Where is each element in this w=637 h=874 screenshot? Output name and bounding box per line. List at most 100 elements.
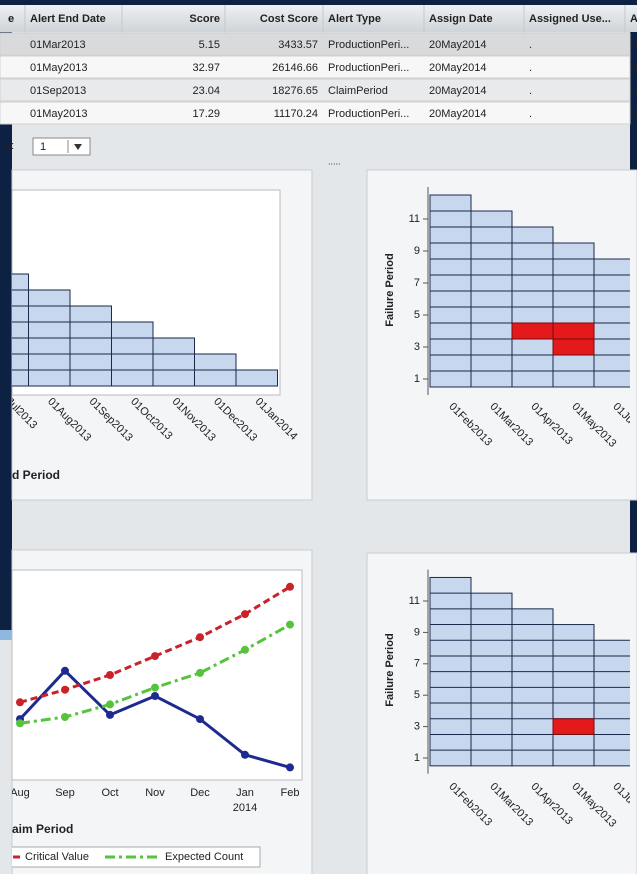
point (16, 698, 24, 707)
x-tick-label: Aug (10, 787, 30, 799)
point (286, 763, 294, 772)
table-cell: 20May2014 (429, 39, 487, 51)
chart: Aug Sep Oct Nov Dec Jan 2014 Feb aim Period Criti… (10, 582, 300, 868)
left-accent (0, 630, 12, 640)
table-cell: . (529, 39, 532, 51)
table-cell: ProductionPeri... (328, 39, 409, 51)
column-header: Alert Type (328, 13, 381, 25)
top-frame (0, 0, 637, 5)
table-cell: 20May2014 (429, 108, 487, 120)
table-cell: U (630, 39, 637, 51)
chart: Jul2013 01Aug201301Sep201301Oct201301Nov2… (12, 273, 300, 482)
y-tick-label: 11 (409, 595, 420, 607)
bar (152, 337, 195, 387)
table-cell: ProductionPeri... (328, 108, 409, 120)
highlight-cell (552, 322, 595, 340)
table-cell: 26146.66 (272, 62, 318, 74)
x-tick-label: Sep (55, 787, 75, 799)
point (241, 645, 249, 654)
table-cell: 23.04 (192, 85, 220, 97)
table-cell: 01May2013 (30, 108, 88, 120)
table-cell: U (630, 85, 637, 97)
table-row[interactable] (0, 78, 631, 102)
bar (69, 305, 112, 387)
highlight-cell (511, 322, 554, 340)
x-tick-label: Feb (281, 787, 300, 799)
y-tick-label: 9 (414, 626, 420, 638)
table-cell: 17.29 (192, 108, 220, 120)
point (241, 610, 249, 619)
highlight-cell (552, 338, 595, 356)
splitter-dots[interactable]: ..... (328, 156, 341, 166)
point (106, 671, 114, 679)
y-tick-label: 1 (414, 752, 420, 764)
highlight-cell (552, 718, 595, 735)
x-tick-label: Dec (190, 787, 210, 799)
table-cell: ProductionPeri... (328, 62, 409, 74)
column (552, 242, 595, 388)
point (196, 633, 204, 642)
legend-label: Expected Count (165, 851, 243, 863)
column-header: Assign Date (429, 13, 493, 25)
x-tick-label: Oct (101, 787, 118, 799)
column-header: Score (189, 13, 220, 25)
y-tick-label: 11 (409, 213, 420, 225)
column-header: Alert End Date (30, 13, 106, 25)
column-header: A (630, 13, 637, 25)
point (286, 620, 294, 629)
point (151, 683, 159, 692)
point (106, 700, 114, 709)
y-tick-label: 5 (414, 309, 420, 321)
table-cell: 32.97 (192, 62, 220, 74)
table-cell: 01Mar2013 (30, 39, 86, 51)
y-tick-label: 3 (414, 721, 420, 733)
table-row[interactable] (0, 32, 631, 56)
table-row[interactable] (0, 55, 631, 79)
x-axis-title: aim Period (12, 822, 73, 836)
plot-area (11, 569, 303, 781)
y-axis-title: Failure Period (384, 633, 396, 706)
table-cell: U (630, 62, 637, 74)
y-axis-title: Failure Period (384, 253, 396, 326)
column (470, 210, 513, 388)
column (552, 624, 595, 767)
dropdown-arrow[interactable] (74, 144, 82, 150)
pager-label: e: (5, 140, 14, 152)
x-tick-label: Jan (236, 787, 254, 799)
table-cell: U (630, 108, 637, 120)
y-tick-label: 1 (414, 373, 420, 385)
header-row (0, 5, 637, 32)
y-tick-label: 5 (414, 689, 420, 701)
column-header: Cost Score (260, 13, 318, 25)
table-cell: . (529, 108, 532, 120)
point (61, 713, 69, 721)
point (196, 715, 204, 724)
point (16, 719, 24, 728)
table-row[interactable] (0, 101, 631, 125)
point (106, 710, 114, 719)
chart: 01Feb201301Mar201301Apr201301May201301Ju… (384, 187, 630, 450)
point (286, 582, 294, 591)
bar (235, 369, 278, 387)
table-cell: 01Sep2013 (30, 85, 86, 97)
table-cell: . (529, 62, 532, 74)
table-cell: 3433.57 (278, 39, 318, 51)
point (241, 750, 249, 759)
x-tick-label: Nov (145, 787, 165, 799)
table-cell: ClaimPeriod (328, 85, 388, 97)
x-axis-title: d Period (12, 468, 60, 482)
column-header: Assigned Use... (529, 13, 611, 25)
column (470, 592, 513, 767)
table-cell: 01May2013 (30, 62, 88, 74)
alert-table: e Alert End Date Score Cost Score Alert Type… (0, 5, 637, 125)
x-tick-sublabel: 2014 (233, 802, 257, 814)
y-tick-label: 3 (414, 341, 420, 353)
pager-value[interactable]: 1 (40, 141, 46, 153)
pager-select[interactable] (32, 137, 91, 156)
legend-label: Critical Value (25, 851, 89, 863)
y-tick-label: 7 (414, 658, 420, 670)
left-frame (0, 0, 12, 630)
point (151, 692, 159, 700)
